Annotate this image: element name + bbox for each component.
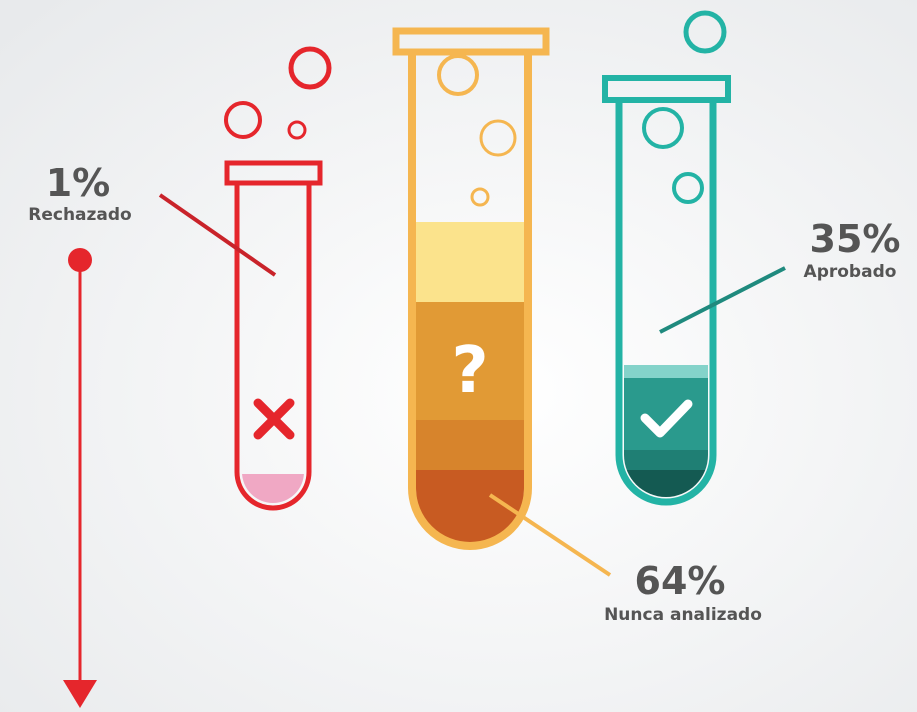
percent: 35% <box>810 217 901 261</box>
label: Aprobado <box>804 262 897 282</box>
page: ? 1% Rechazado 64% Nunca analizado 35% A… <box>0 0 917 712</box>
percent: 64% <box>635 559 726 603</box>
question-icon: ? <box>451 334 488 408</box>
label: Rechazado <box>28 205 132 225</box>
label: Nunca analizado <box>604 605 762 625</box>
percent: 1% <box>46 161 111 205</box>
infographic: ? 1% Rechazado 64% Nunca analizado 35% A… <box>0 0 917 712</box>
